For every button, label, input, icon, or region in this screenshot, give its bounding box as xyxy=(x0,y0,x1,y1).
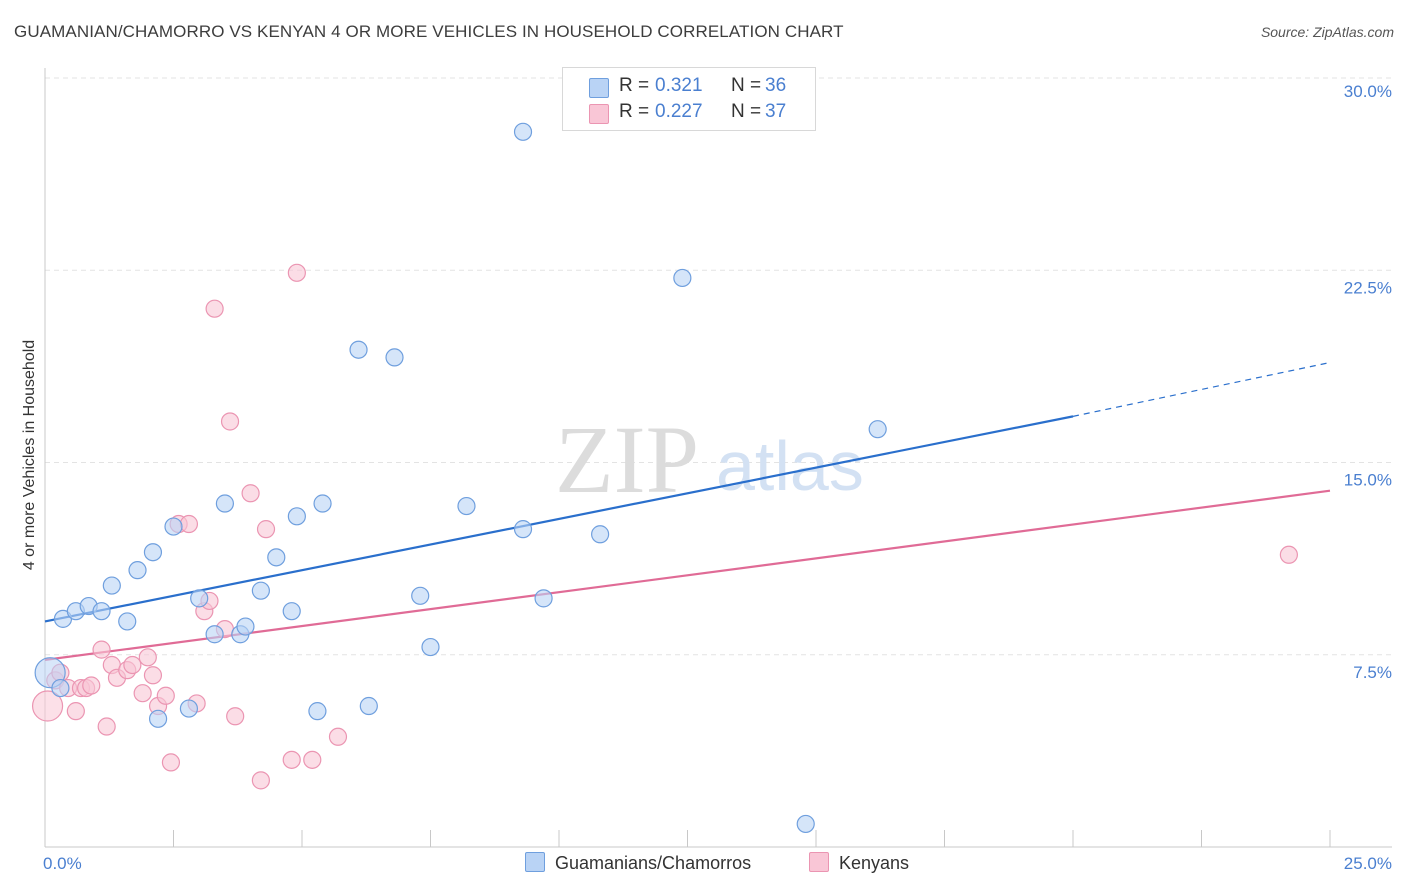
guamanian-point xyxy=(148,709,168,728)
kenyan-point xyxy=(220,412,240,431)
bottom-legend-label: Guamanians/Chamorros xyxy=(555,853,752,873)
legend-n-value: 37 xyxy=(765,101,787,122)
kenyan-point xyxy=(31,690,64,722)
guamanian-point xyxy=(190,589,209,608)
watermark-atlas: atlas xyxy=(716,427,864,505)
guamanian-point xyxy=(236,617,255,636)
guamanian-point xyxy=(215,494,234,513)
bottom-legend-swatch-blue xyxy=(525,852,545,872)
guamanian-point xyxy=(102,576,121,595)
kenyan-trend-line xyxy=(44,489,1331,661)
chart-title: GUAMANIAN/CHAMORRO VS KENYAN 4 OR MORE V… xyxy=(14,22,844,41)
gridlines xyxy=(45,77,1392,656)
guamanian-point xyxy=(128,561,147,580)
guamanian-trend-line xyxy=(44,415,1074,623)
guamanian-point xyxy=(282,602,301,621)
kenyan-point xyxy=(66,702,85,721)
x-tick-label: 0.0% xyxy=(43,854,82,873)
guamanian-point xyxy=(179,699,199,718)
guamanian-point xyxy=(51,678,70,698)
guamanian-point xyxy=(205,625,224,644)
kenyan-point xyxy=(287,263,306,282)
legend: R = 0.321 N = 36 R = 0.227 N = 37 xyxy=(562,67,816,131)
guamanian-point xyxy=(308,702,327,721)
guamanian-trend-extension xyxy=(1072,361,1331,417)
trend-lines xyxy=(44,361,1331,661)
watermark-zip: ZIP xyxy=(555,406,699,513)
tick-labels: 7.5% 15.0% 22.5% 30.0% 0.0% 25.0% xyxy=(43,82,1392,873)
kenyan-point xyxy=(241,484,260,503)
bottom-legend-guamanian: Guamanians/Chamorros xyxy=(525,852,751,874)
kenyan-point xyxy=(205,299,224,318)
legend-n-label: N = xyxy=(731,101,762,122)
kenyan-point xyxy=(82,676,101,695)
kenyan-point xyxy=(138,648,157,667)
legend-n-value: 36 xyxy=(765,75,787,96)
bottom-legend-swatch-pink xyxy=(809,852,829,872)
kenyan-point xyxy=(97,717,116,736)
guamanian-point xyxy=(457,496,476,516)
y-tick-label: 22.5% xyxy=(1344,278,1392,297)
guamanian-point xyxy=(673,268,692,288)
guamanian-point xyxy=(287,507,306,526)
watermark: ZIP atlas xyxy=(555,406,864,513)
bottom-legend-label: Kenyans xyxy=(839,853,910,873)
guamanian-point xyxy=(411,586,430,605)
guamanian-point xyxy=(92,602,111,621)
guamanian-point xyxy=(359,696,378,716)
kenyan-point xyxy=(226,707,245,726)
x-tick-label: 25.0% xyxy=(1344,854,1392,873)
kenyan-point xyxy=(179,514,199,534)
y-tick-label: 15.0% xyxy=(1344,471,1392,490)
data-points xyxy=(31,122,1298,834)
legend-swatch-pink xyxy=(589,104,609,124)
guamanian-point xyxy=(534,589,553,608)
guamanian-point xyxy=(385,348,404,367)
y-tick-label: 7.5% xyxy=(1353,663,1392,682)
legend-swatch-blue xyxy=(589,78,609,98)
legend-r-label: R = xyxy=(619,101,650,122)
legend-r-value: 0.321 xyxy=(655,75,703,96)
guamanian-point xyxy=(313,494,332,513)
kenyan-point xyxy=(303,750,322,769)
guamanian-point xyxy=(143,543,163,562)
guamanian-point xyxy=(513,520,533,539)
guamanian-point xyxy=(591,525,610,544)
guamanian-point xyxy=(868,420,887,439)
kenyan-point xyxy=(1279,545,1298,564)
y-axis-label: 4 or more Vehicles in Household xyxy=(21,340,38,570)
kenyan-point xyxy=(156,686,175,705)
kenyan-point xyxy=(161,753,181,772)
kenyan-point xyxy=(282,750,301,769)
kenyan-point xyxy=(133,684,152,703)
kenyan-point xyxy=(256,520,276,539)
kenyan-point xyxy=(251,771,270,790)
bottom-legend-kenyan: Kenyans xyxy=(809,852,909,874)
guamanian-point xyxy=(796,814,815,834)
y-tick-label: 30.0% xyxy=(1344,82,1392,101)
legend-n-label: N = xyxy=(731,75,762,96)
kenyan-point xyxy=(92,640,111,659)
kenyan-point xyxy=(328,727,348,746)
guamanian-point xyxy=(118,612,137,631)
guamanian-point xyxy=(513,122,533,141)
kenyan-point xyxy=(143,666,163,685)
source-label: Source: ZipAtlas.com xyxy=(1260,24,1394,40)
guamanian-point xyxy=(251,581,270,600)
guamanian-point xyxy=(267,548,286,567)
legend-r-label: R = xyxy=(619,75,650,96)
legend-r-value: 0.227 xyxy=(655,101,703,122)
guamanian-point xyxy=(349,340,368,359)
guamanian-point xyxy=(164,517,183,536)
guamanian-point xyxy=(421,637,440,657)
kenyan-point xyxy=(123,655,142,675)
